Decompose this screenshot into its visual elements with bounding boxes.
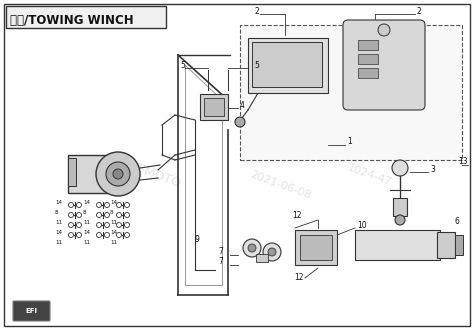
Bar xyxy=(240,25,462,160)
Bar xyxy=(200,94,228,120)
Text: 14: 14 xyxy=(110,200,117,205)
Text: 11: 11 xyxy=(55,240,62,245)
Text: 14: 14 xyxy=(55,200,62,205)
Text: 9: 9 xyxy=(195,236,200,245)
Circle shape xyxy=(117,203,121,208)
Text: 14: 14 xyxy=(110,229,117,235)
FancyBboxPatch shape xyxy=(13,301,50,321)
Circle shape xyxy=(106,162,130,186)
Bar xyxy=(358,68,378,78)
Text: 6: 6 xyxy=(455,217,460,226)
Text: 11: 11 xyxy=(55,219,62,224)
Circle shape xyxy=(117,222,121,227)
Circle shape xyxy=(235,117,245,127)
FancyBboxPatch shape xyxy=(343,20,425,110)
Text: 绞盘/TOWING WINCH: 绞盘/TOWING WINCH xyxy=(10,15,134,27)
Circle shape xyxy=(104,222,109,227)
Bar xyxy=(6,6,166,28)
Circle shape xyxy=(104,203,109,208)
Circle shape xyxy=(248,244,256,252)
Circle shape xyxy=(125,213,129,217)
Bar xyxy=(68,158,76,186)
Text: CFMOTO: CFMOTO xyxy=(128,160,182,190)
Circle shape xyxy=(392,160,408,176)
Text: 7: 7 xyxy=(218,248,223,256)
Text: 13: 13 xyxy=(458,157,468,167)
Circle shape xyxy=(76,213,82,217)
Circle shape xyxy=(69,233,73,238)
Text: 8: 8 xyxy=(83,210,86,215)
Text: 11: 11 xyxy=(83,219,90,224)
Circle shape xyxy=(125,203,129,208)
Text: 5: 5 xyxy=(254,60,259,70)
Text: 1: 1 xyxy=(347,138,352,147)
Text: 12: 12 xyxy=(294,274,303,282)
Circle shape xyxy=(268,248,276,256)
Bar xyxy=(295,230,337,265)
Circle shape xyxy=(117,213,121,217)
Circle shape xyxy=(76,222,82,227)
Circle shape xyxy=(76,203,82,208)
Circle shape xyxy=(97,222,101,227)
Text: 2: 2 xyxy=(255,7,260,16)
Text: 7: 7 xyxy=(218,257,223,267)
Bar xyxy=(358,54,378,64)
Circle shape xyxy=(263,243,281,261)
Circle shape xyxy=(97,203,101,208)
Text: 14: 14 xyxy=(83,229,90,235)
Circle shape xyxy=(104,213,109,217)
Bar xyxy=(256,254,268,262)
Circle shape xyxy=(243,239,261,257)
Bar xyxy=(355,230,440,260)
Text: 2021-06-08: 2021-06-08 xyxy=(248,169,312,201)
Text: 11: 11 xyxy=(83,240,90,245)
Circle shape xyxy=(125,222,129,227)
Text: 14: 14 xyxy=(83,200,90,205)
Bar xyxy=(204,98,224,116)
Bar xyxy=(437,232,455,258)
Circle shape xyxy=(97,213,101,217)
Text: 8: 8 xyxy=(55,210,58,215)
Bar xyxy=(300,235,332,260)
Text: 10: 10 xyxy=(357,220,366,229)
Bar xyxy=(68,155,113,193)
Text: 5: 5 xyxy=(180,60,185,70)
Text: 11: 11 xyxy=(110,219,117,224)
Circle shape xyxy=(96,152,140,196)
Circle shape xyxy=(125,233,129,238)
Circle shape xyxy=(97,233,101,238)
Circle shape xyxy=(69,203,73,208)
Text: 12: 12 xyxy=(292,211,301,219)
Circle shape xyxy=(395,215,405,225)
Text: 3: 3 xyxy=(430,164,435,174)
Circle shape xyxy=(69,222,73,227)
Text: 14: 14 xyxy=(55,229,62,235)
Text: 8: 8 xyxy=(110,210,113,215)
Bar xyxy=(248,38,328,93)
Circle shape xyxy=(69,213,73,217)
Text: 4: 4 xyxy=(240,101,245,110)
Text: 1024-47: 1024-47 xyxy=(346,162,393,188)
Circle shape xyxy=(117,233,121,238)
Text: 2: 2 xyxy=(417,7,422,16)
Circle shape xyxy=(104,233,109,238)
Text: EFI: EFI xyxy=(25,308,37,314)
Bar xyxy=(393,198,407,216)
Circle shape xyxy=(76,233,82,238)
Circle shape xyxy=(113,169,123,179)
Text: 11: 11 xyxy=(110,240,117,245)
Bar xyxy=(358,40,378,50)
Circle shape xyxy=(378,24,390,36)
Bar xyxy=(455,235,463,255)
Bar xyxy=(252,42,322,87)
